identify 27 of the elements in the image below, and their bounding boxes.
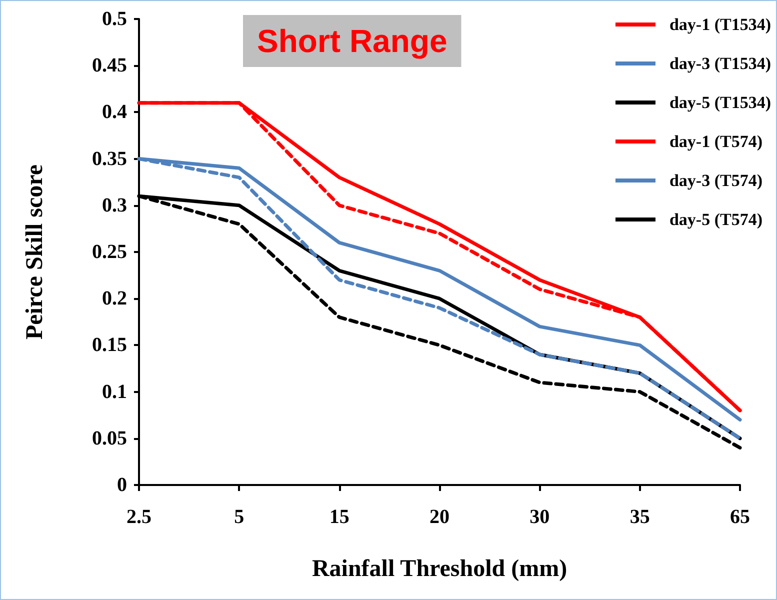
chart-title: Short Range (257, 23, 448, 59)
x-tick-label: 35 (630, 506, 650, 528)
y-tick-label: 0.3 (102, 194, 127, 216)
y-tick-label: 0.15 (92, 334, 127, 356)
y-tick-label: 0.1 (102, 380, 127, 403)
y-tick-label: 0.4 (102, 101, 127, 124)
x-axis-title: Rainfall Threshold (mm) (312, 556, 568, 582)
legend-label: day-3 (T574) (669, 171, 763, 190)
y-tick-label: 0.25 (92, 241, 127, 263)
x-tick-label: 30 (530, 506, 550, 528)
y-tick-label: 0.45 (92, 54, 127, 77)
legend-label: day-3 (T1534) (669, 54, 772, 73)
legend-label: day-1 (T574) (669, 132, 763, 151)
x-tick-label: 2.5 (126, 506, 152, 528)
y-tick-label: 0.2 (102, 288, 127, 310)
x-tick-label: 5 (234, 506, 244, 528)
y-axis-title: Peirce Skill score (22, 164, 48, 340)
y-tick-label: 0.5 (102, 8, 127, 30)
x-tick-label: 65 (730, 506, 750, 528)
y-tick-label: 0.05 (92, 427, 127, 450)
legend-label: day-5 (T574) (669, 210, 763, 229)
x-tick-label: 20 (430, 506, 450, 528)
legend-label: day-5 (T1534) (669, 93, 772, 112)
x-tick-label: 15 (329, 506, 350, 528)
legend-label: day-1 (T1534) (669, 15, 772, 34)
y-tick-label: 0.35 (92, 148, 127, 170)
y-tick-label: 0 (117, 474, 127, 496)
